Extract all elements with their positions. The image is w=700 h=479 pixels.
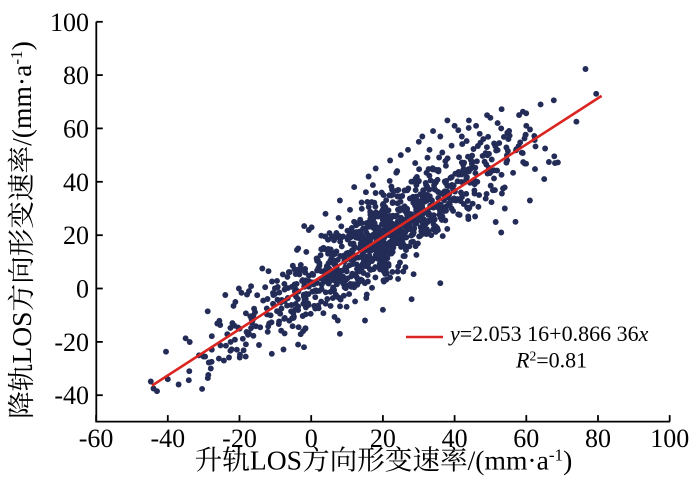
- svg-text:40: 40: [63, 168, 89, 197]
- svg-text:/(mm·a: /(mm·a: [6, 65, 37, 146]
- svg-text:R2=0.81: R2=0.81: [515, 348, 587, 373]
- svg-text:LOS: LOS: [250, 445, 302, 476]
- svg-text:-1: -1: [7, 50, 26, 64]
- svg-text:0: 0: [305, 424, 318, 453]
- svg-text:-20: -20: [54, 328, 89, 357]
- svg-text:60: 60: [513, 424, 539, 453]
- svg-text:LOS: LOS: [6, 311, 37, 363]
- svg-text:/(mm·a: /(mm·a: [468, 445, 549, 476]
- svg-text:20: 20: [370, 424, 396, 453]
- svg-text:20: 20: [63, 221, 89, 250]
- svg-text:): ): [563, 445, 572, 476]
- svg-text:-1: -1: [549, 445, 563, 464]
- svg-text:0: 0: [76, 275, 89, 304]
- svg-text:80: 80: [63, 61, 89, 90]
- svg-text:100: 100: [50, 8, 89, 37]
- svg-text:100: 100: [650, 424, 689, 453]
- svg-text:-40: -40: [54, 381, 89, 410]
- svg-text:): ): [6, 41, 37, 50]
- svg-text:-60: -60: [79, 424, 114, 453]
- svg-text:-40: -40: [150, 424, 185, 453]
- svg-text:60: 60: [63, 114, 89, 143]
- svg-text:y=2.053 16+0.866 36x: y=2.053 16+0.866 36x: [448, 321, 649, 346]
- svg-text:80: 80: [585, 424, 611, 453]
